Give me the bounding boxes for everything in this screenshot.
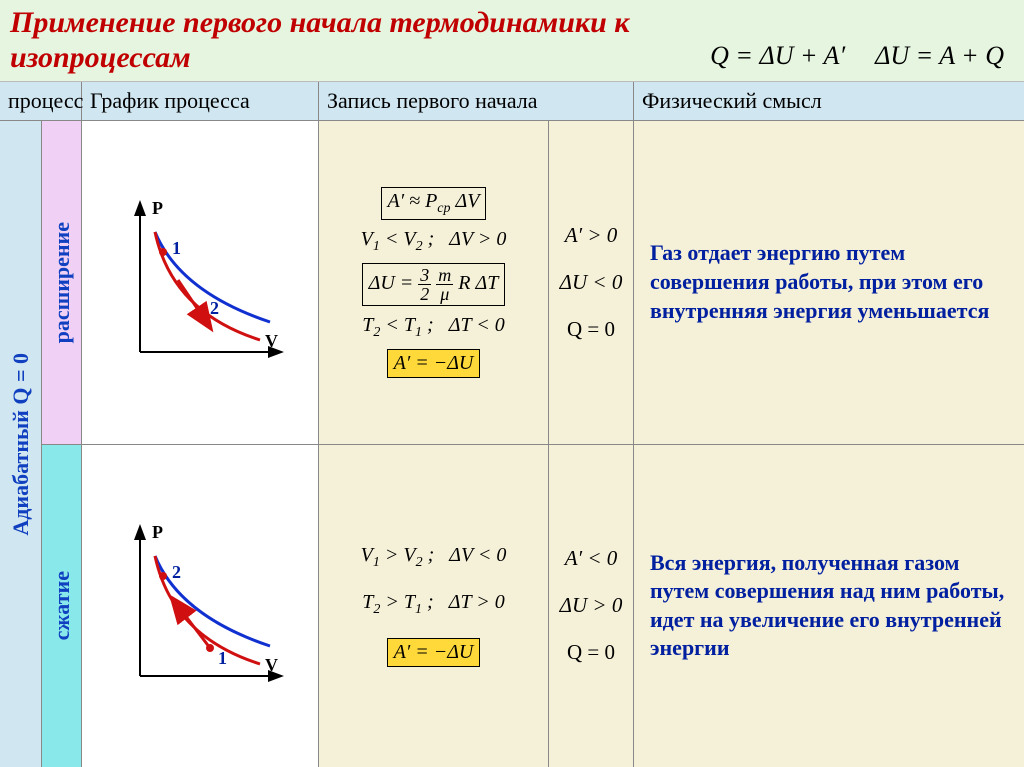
sign-du: ΔU < 0 [560,270,623,295]
y-axis-label: P [152,198,163,218]
point-1 [159,248,167,256]
formulas-cell: V1 > V2 ; ΔV < 0 T2 > T1 ; ΔT > 0 A′ = −… [319,445,549,767]
point-1-label: 1 [172,238,181,258]
meaning-text: Газ отдает энергию путем совершения рабо… [650,239,1008,325]
equation-garbled: Q = ΔU + A′ [710,41,845,71]
point-1 [206,644,214,652]
graph-cell: P V 2 1 [82,445,319,767]
x-axis-label: V [265,331,278,351]
meaning-text: Вся энергия, полученная газом путем сове… [650,549,1008,663]
formulas-cell: A′ ≈ Pср ΔV V1 < V2 ; ΔV > 0 ΔU = 32 mμ … [319,121,549,444]
row-compression: сжатие P [42,445,1024,767]
process-cell: Адиабатный Q = 0 [0,121,42,767]
formula-stack: A′ ≈ Pср ΔV V1 < V2 ; ΔV > 0 ΔU = 32 mμ … [361,187,507,378]
slide-title: Применение первого начала термодинамики … [10,6,710,75]
sign-du: ΔU > 0 [560,593,623,618]
formula-t-relation: T2 < T1 ; ΔT < 0 [362,314,504,341]
formula-stack: V1 > V2 ; ΔV < 0 T2 > T1 ; ΔT > 0 A′ = −… [361,544,507,667]
formula-work-approx: A′ ≈ Pср ΔV [381,187,487,220]
process-arrow [178,606,210,648]
equation-first-law: ΔU = A + Q [875,41,1004,71]
process-arrow [178,280,205,320]
header-graph: График процесса [82,82,319,120]
header-meaning: Физический смысл [634,82,1024,120]
sign-q: Q = 0 [567,640,615,665]
sign-q: Q = 0 [567,317,615,342]
point-2-label: 2 [172,562,181,582]
title-equations: Q = ΔU + A′ ΔU = A + Q [710,41,1014,75]
point-1-label: 1 [218,648,227,668]
subprocess-cell-expansion: расширение [42,121,82,444]
row-expansion: расширение P [42,121,1024,445]
formula-t-relation: T2 > T1 ; ΔT > 0 [362,591,504,618]
y-axis-label: P [152,522,163,542]
slide: Применение первого начала термодинамики … [0,0,1024,767]
signs-cell: A′ < 0 ΔU > 0 Q = 0 [549,445,634,767]
formula-a-equals-du: A′ = −ΔU [387,349,481,378]
pv-diagram-compression: P V 2 1 [110,516,290,696]
x-axis-label: V [265,655,278,675]
formula-a-equals-du: A′ = −ΔU [387,638,481,667]
point-2 [201,316,209,324]
formula-v-relation: V1 > V2 ; ΔV < 0 [361,544,507,571]
adiabat-curve [155,232,260,340]
process-label: Адиабатный Q = 0 [8,353,34,536]
header-process: процесс [0,82,82,120]
subprocess-label: сжатие [49,571,75,640]
sign-a: A′ < 0 [565,546,618,571]
meaning-cell: Вся энергия, полученная газом путем сове… [634,445,1024,767]
table-body: Адиабатный Q = 0 расширение [0,121,1024,767]
header-formula: Запись первого начала [319,82,634,120]
title-bar: Применение первого начала термодинамики … [0,0,1024,82]
pv-diagram-expansion: P V 1 2 [110,192,290,372]
signs-cell: A′ > 0 ΔU < 0 Q = 0 [549,121,634,444]
point-2 [159,572,167,580]
formula-internal-energy: ΔU = 32 mμ R ΔT [362,263,506,306]
point-2-label: 2 [210,298,219,318]
formula-v-relation: V1 < V2 ; ΔV > 0 [361,228,507,255]
subprocess-rows: расширение P [42,121,1024,767]
sign-a: A′ > 0 [565,223,618,248]
table-header: процесс График процесса Запись первого н… [0,82,1024,121]
subprocess-cell-compression: сжатие [42,445,82,767]
meaning-cell: Газ отдает энергию путем совершения рабо… [634,121,1024,444]
subprocess-label: расширение [49,222,75,343]
graph-cell: P V 1 2 [82,121,319,444]
